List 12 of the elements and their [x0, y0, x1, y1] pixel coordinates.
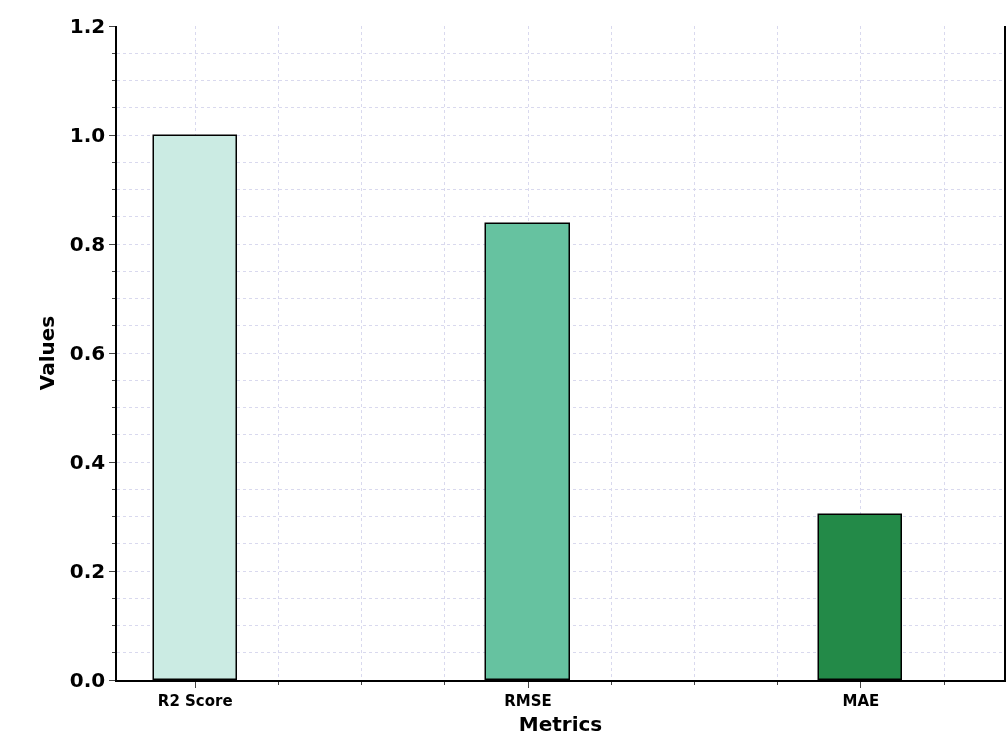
y-axis-title: Values [34, 315, 59, 391]
y-tick-label: 0.6 [69, 341, 106, 365]
y-tick-label: 0.8 [69, 232, 106, 256]
x-tick-label: RMSE [504, 691, 552, 710]
x-tick-label: MAE [842, 691, 880, 710]
y-tick-label: 0.2 [69, 559, 106, 583]
y-tick-label: 1.0 [69, 123, 106, 147]
y-tick-label: 1.2 [69, 14, 106, 38]
x-tick-label: R2 Score [157, 691, 233, 710]
y-tick-label: 0.0 [69, 668, 106, 692]
y-tick-label: 0.4 [69, 450, 106, 474]
x-axis-title: Metrics [518, 711, 603, 736]
